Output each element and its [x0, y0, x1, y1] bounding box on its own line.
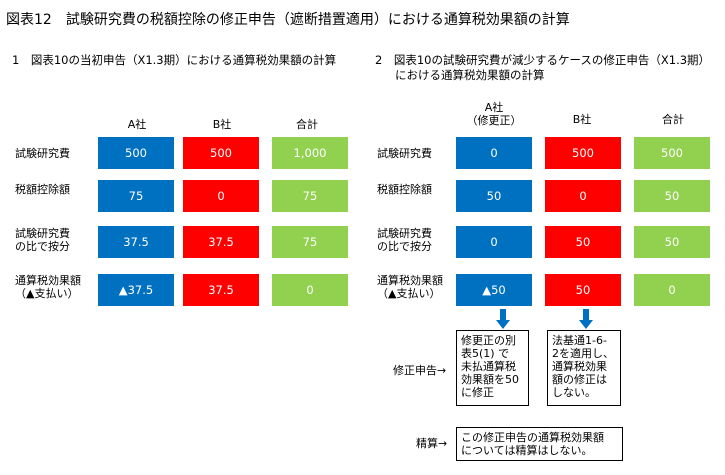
right-cell-a: 50 [456, 180, 532, 212]
right-cell-total: 50 [634, 226, 710, 258]
right-cell-b: 50 [545, 226, 621, 258]
down-arrow-icon [579, 309, 593, 329]
note-b-box: 法基通1-6- 2を適用し、 通算税効果 額の修正は しない。 [547, 330, 621, 406]
note-a-box: 修更正の別 表5(1) で 未払通算税 効果額を50 に修正 [456, 330, 529, 406]
left-heading: 1 図表10の当初申告（X1.3期）における通算税効果額の計算 [12, 53, 337, 67]
left-cell-total: 75 [272, 226, 348, 258]
right-col-a: A社 （修更正） [466, 101, 522, 127]
seisan-note-box: この修正申告の通算税効果額 については精算はしない。 [456, 427, 623, 461]
left-cell-a: ▲37.5 [98, 274, 174, 306]
left-cell-a: 75 [98, 180, 174, 212]
left-col-a: A社 [127, 118, 147, 131]
left-row-label: 試験研究費 の比で按分 [15, 227, 70, 253]
right-cell-a: 0 [456, 226, 532, 258]
right-row-label: 試験研究費 の比で按分 [377, 227, 432, 253]
left-col-total: 合計 [296, 118, 318, 131]
down-arrow-icon [496, 309, 510, 329]
right-heading: 2 図表10の試験研究費が減少するケースの修正申告（X1.3期） における通算税… [375, 53, 711, 82]
left-row-label: 税額控除額 [15, 183, 70, 196]
left-cell-total: 0 [272, 274, 348, 306]
right-row-label: 税額控除額 [377, 183, 432, 196]
right-cell-total: 500 [634, 137, 710, 169]
right-cell-a: 0 [456, 137, 532, 169]
left-cell-total: 75 [272, 180, 348, 212]
right-cell-b: 0 [545, 180, 621, 212]
right-cell-total: 0 [634, 274, 710, 306]
right-row-label: 試験研究費 [377, 147, 432, 160]
left-cell-b: 37.5 [183, 274, 259, 306]
right-cell-b: 500 [545, 137, 621, 169]
right-cell-b: 50 [545, 274, 621, 306]
left-cell-b: 0 [183, 180, 259, 212]
right-col-total: 合計 [662, 113, 684, 126]
left-row-label: 試験研究費 [15, 147, 70, 160]
seisan-label: 精算→ [416, 437, 448, 450]
figure-title: 図表12 試験研究費の税額控除の修正申告（遮断措置適用）における通算税効果額の計… [6, 12, 570, 28]
shusei-label: 修正申告→ [393, 364, 447, 377]
left-cell-b: 500 [183, 137, 259, 169]
left-row-label: 通算税効果額 （▲支払い） [15, 274, 81, 300]
left-cell-total: 1,000 [272, 137, 348, 169]
left-col-b: B社 [212, 118, 232, 131]
right-col-b: B社 [572, 113, 592, 126]
right-cell-a: ▲50 [456, 274, 532, 306]
left-cell-a: 37.5 [98, 226, 174, 258]
right-cell-total: 50 [634, 180, 710, 212]
left-cell-b: 37.5 [183, 226, 259, 258]
left-cell-a: 500 [98, 137, 174, 169]
right-row-label: 通算税効果額 （▲支払い） [377, 274, 443, 300]
